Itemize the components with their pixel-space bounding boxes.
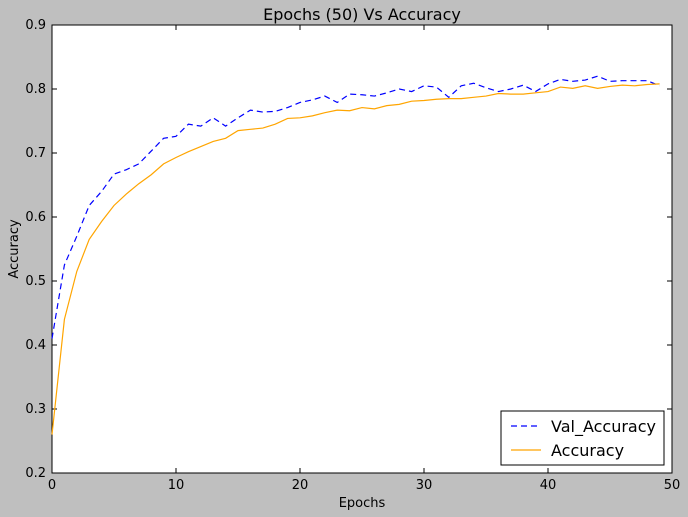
x-tick-label: 10 bbox=[168, 478, 185, 493]
y-tick-label: 0.9 bbox=[25, 18, 46, 33]
y-axis-label: Accuracy bbox=[7, 219, 22, 279]
y-tick-label: 0.7 bbox=[25, 146, 46, 161]
legend-label-val-accuracy: Val_Accuracy bbox=[551, 417, 656, 437]
y-tick-label: 0.5 bbox=[25, 274, 46, 289]
legend-label-accuracy: Accuracy bbox=[551, 441, 624, 460]
chart-title: Epochs (50) Vs Accuracy bbox=[263, 5, 461, 24]
x-tick-label: 20 bbox=[292, 478, 309, 493]
y-tick-label: 0.4 bbox=[25, 338, 46, 353]
axis-ticks: 0 10 20 30 40 50 0.2 0.3 0.4 0.5 0.6 0.7 0.8 0.9 bbox=[25, 18, 680, 493]
x-axis-label: Epochs bbox=[339, 496, 386, 511]
x-tick-label: 40 bbox=[540, 478, 557, 493]
y-tick-label: 0.6 bbox=[25, 210, 46, 225]
y-tick-label: 0.8 bbox=[25, 82, 46, 97]
plot-area bbox=[51, 24, 673, 474]
series-line-accuracy bbox=[51, 83, 660, 435]
y-tick-label: 0.2 bbox=[25, 466, 46, 481]
legend-box bbox=[500, 410, 665, 466]
y-tick-label: 0.3 bbox=[25, 402, 46, 417]
x-tick-label: 0 bbox=[48, 478, 56, 493]
x-tick-label: 30 bbox=[416, 478, 433, 493]
legend: Val_Accuracy Accuracy bbox=[500, 410, 665, 466]
series-line-val-accuracy bbox=[51, 75, 660, 339]
series-layer bbox=[51, 75, 660, 435]
x-tick-label: 50 bbox=[664, 478, 681, 493]
